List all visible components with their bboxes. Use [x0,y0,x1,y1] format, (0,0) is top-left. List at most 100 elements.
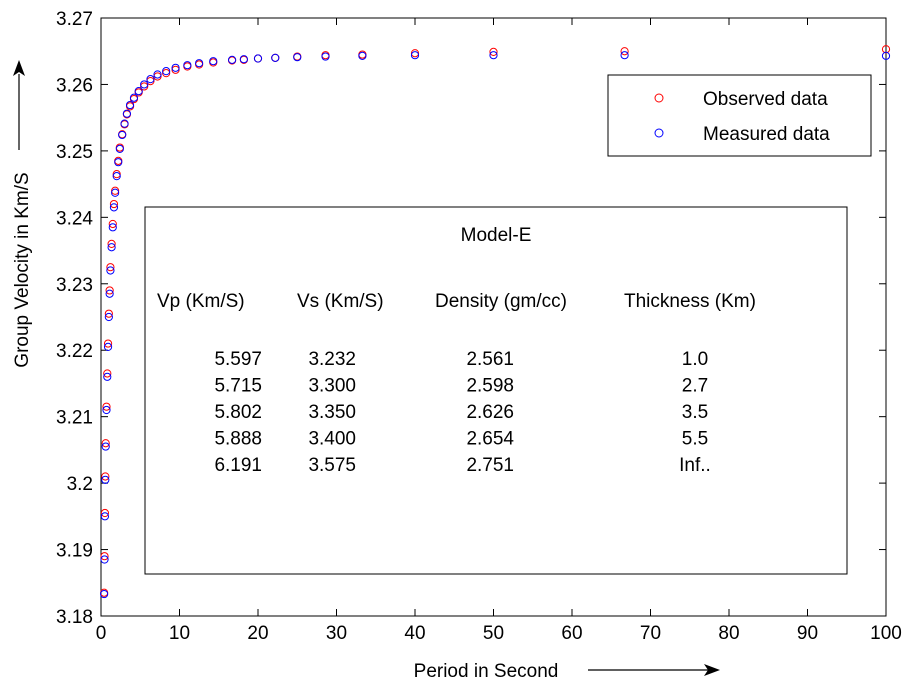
table-rows: 5.597 3.232 2.561 1.0 5.715 3.300 2.598 2.7 5.80… [214,349,710,476]
measured-point [293,53,302,62]
x-tick-label: 80 [718,623,739,644]
measured-point [118,130,127,140]
observed-point [100,508,110,518]
measured-point [100,589,109,599]
x-tick-label: 60 [561,623,582,644]
measured-point [103,342,113,351]
y-tick-label: 3.25 [56,142,93,163]
table-cell: Inf.. [679,455,711,476]
table-cell: 3.575 [308,455,356,476]
x-tick-label: 90 [797,623,818,644]
y-tick-label: 3.26 [56,75,93,96]
table-cell: 3.400 [308,429,356,450]
measured-point [410,51,420,60]
y-tick-label: 3.22 [56,341,93,362]
y-tick-label: 3.19 [56,541,93,562]
table-cell: 2.626 [466,402,514,423]
observed-point [171,65,180,74]
observed-point [102,402,111,411]
measured-point [106,266,115,275]
measured-point [112,172,121,181]
measured-point [103,372,112,381]
observed-point [105,286,114,295]
table-cell: 2.751 [466,455,514,476]
observed-point [109,199,119,209]
table-cell: 3.232 [308,349,356,370]
measured-point [122,109,132,118]
legend-marker-measured [654,128,664,138]
x-tick-label: 10 [169,623,190,644]
observed-point [489,47,498,56]
observed-point [101,439,110,448]
measured-point [195,59,204,68]
observed-point [108,219,117,229]
y-tick-label: 3.23 [56,275,93,296]
table-header: Density (gm/cc) [435,291,567,312]
observed-point [620,47,629,56]
x-tick-label: 70 [640,623,661,644]
x-tick-label: 100 [870,623,902,644]
legend-label-measured: Measured data [703,124,830,145]
measured-point [227,55,237,64]
measured-point [129,93,139,102]
observed-point [111,186,120,195]
measured-point [489,51,498,60]
measured-point [111,188,120,197]
x-tick-label: 0 [96,623,107,644]
x-tick-label: 30 [326,623,347,644]
axis-ticks: 0 10 20 30 40 50 60 70 80 90 100 3.18 3.19 3.2 3.21 3.2… [56,9,902,644]
observed-point [410,49,420,58]
measured-point [321,52,330,61]
table-cell: 5.888 [214,429,262,450]
measured-point [105,289,114,298]
data-points [100,45,891,599]
legend-box [607,74,872,157]
observed-point [103,369,112,378]
table-cell: 2.654 [466,429,514,450]
x-tick-label: 40 [404,623,425,644]
x-tick-label: 20 [247,623,268,644]
legend-marker-observed [654,93,664,103]
measured-point [620,51,629,60]
observed-point [106,263,115,272]
table-cell: 3.300 [308,376,356,397]
table-cell: 2.598 [466,376,514,397]
observed-point [101,472,110,481]
observed-point [881,45,891,54]
table-header: Thickness (Km) [624,291,756,312]
model-table: Model-E Vp (Km/S) Vs (Km/S) Density (gm/… [144,206,848,575]
table-cell: 1.0 [682,349,708,370]
measured-point [120,119,129,128]
y-tick-label: 3.21 [56,408,93,429]
observed-point [107,239,116,249]
table-cell: 5.5 [682,429,708,450]
measured-point [115,144,124,153]
y-arrow-icon [13,60,25,150]
measured-point [107,243,116,252]
measured-point [253,54,263,63]
measured-point [101,475,110,484]
observed-point [146,77,155,86]
table-cell: 3.5 [682,402,708,423]
measured-point [100,555,109,564]
measured-point [209,57,218,66]
table-cell: 5.802 [214,402,262,423]
table-cell: 5.597 [214,349,262,370]
table-cell: 5.715 [214,376,262,397]
measured-point [239,55,248,64]
measured-point [146,75,155,84]
model-table-box [144,206,848,575]
observed-point [112,170,121,179]
measured-point [153,70,162,79]
table-cell: 3.350 [308,402,356,423]
observed-point [162,69,171,78]
observed-point [153,72,162,81]
table-cell: 6.191 [214,455,262,476]
measured-point [358,51,367,60]
x-arrow-icon [588,664,720,676]
measured-point [140,80,149,89]
y-tick-label: 3.2 [67,474,93,495]
measured-point [108,223,117,232]
y-tick-label: 3.18 [56,607,93,628]
